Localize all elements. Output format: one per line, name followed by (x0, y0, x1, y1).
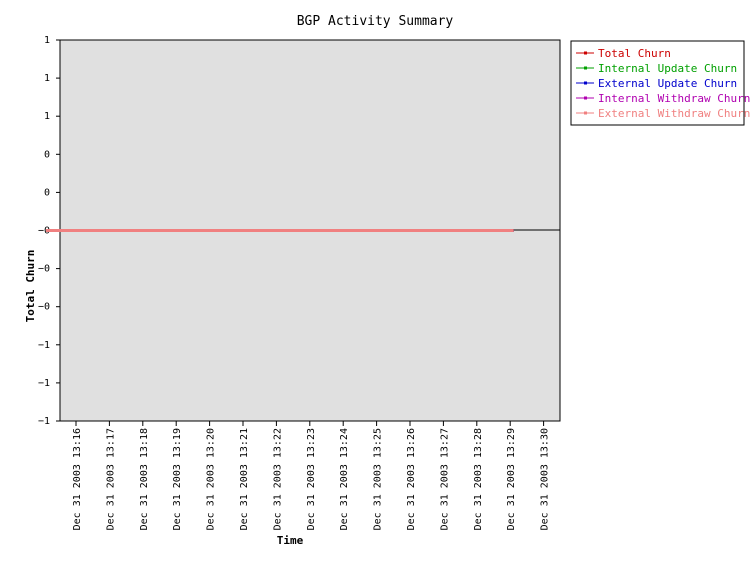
y-tick-label: −0 (38, 264, 50, 275)
legend-marker (584, 66, 587, 70)
x-tick-label: Dec 31 2003 13:30 (540, 428, 551, 530)
y-tick-label: 0 (44, 187, 50, 198)
legend: Total Churn Internal Update Churn External… (570, 40, 750, 126)
legend-marker (584, 96, 587, 100)
x-tick-label: Dec 31 2003 13:29 (506, 428, 517, 530)
x-tick-label: Dec 31 2003 13:19 (172, 428, 183, 530)
y-tick-label: −1 (38, 378, 50, 389)
x-tick-label: Dec 31 2003 13:22 (272, 428, 283, 530)
x-tick-label: Dec 31 2003 13:18 (139, 428, 150, 530)
legend-label: External Withdraw Churn (598, 107, 750, 120)
x-axis-label: Time (277, 534, 304, 547)
y-axis-label: Total Churn (24, 250, 37, 323)
x-tick-label: Dec 31 2003 13:28 (473, 428, 484, 530)
legend-marker (584, 51, 587, 55)
legend-marker (584, 81, 587, 85)
y-tick-label: 1 (44, 73, 50, 84)
legend-marker (584, 111, 587, 115)
legend-label: Total Churn (598, 47, 671, 60)
x-tick-label: Dec 31 2003 13:24 (339, 428, 350, 530)
y-tick-label: 0 (44, 149, 50, 160)
legend-label: Internal Update Churn (598, 62, 737, 75)
y-tick-label: 1 (44, 111, 50, 122)
x-tick-label: Dec 31 2003 13:20 (206, 428, 217, 530)
x-tick-label: Dec 31 2003 13:26 (406, 428, 417, 530)
legend-box (570, 40, 745, 126)
y-tick-label: −1 (38, 340, 50, 351)
x-tick-label: Dec 31 2003 13:27 (439, 428, 450, 530)
legend-label: Internal Withdraw Churn (598, 92, 750, 105)
x-axis-ticks: Dec 31 2003 13:16 Dec 31 2003 13:17 Dec 31… (72, 421, 551, 530)
y-tick-label: −0 (38, 226, 50, 237)
legend-items: Total Churn Internal Update Churn External… (576, 47, 750, 120)
legend-label: External Update Churn (598, 77, 737, 90)
x-tick-label: Dec 31 2003 13:16 (72, 428, 83, 530)
x-tick-label: Dec 31 2003 13:25 (373, 428, 384, 530)
x-tick-label: Dec 31 2003 13:21 (239, 428, 250, 530)
x-tick-label: Dec 31 2003 13:23 (306, 428, 317, 530)
y-tick-label: 1 (44, 35, 50, 46)
x-tick-label: Dec 31 2003 13:17 (105, 428, 116, 530)
chart-title: BGP Activity Summary (297, 14, 454, 29)
y-tick-label: −1 (38, 416, 50, 427)
y-tick-label: −0 (38, 302, 50, 313)
